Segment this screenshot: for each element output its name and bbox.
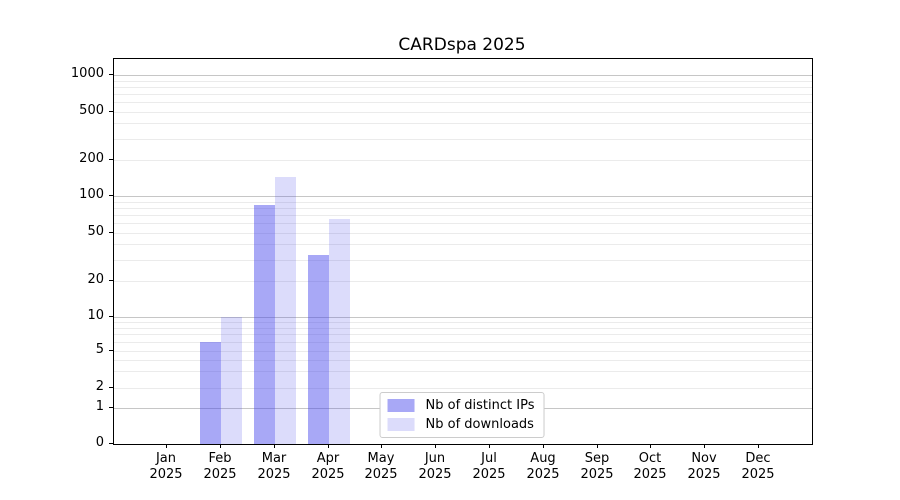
gridline-100 (114, 196, 812, 197)
x-tick-label-nov: Nov 2025 (687, 451, 721, 482)
gridline-200 (114, 160, 812, 161)
y-tick-label-50: 50 (87, 224, 104, 239)
x-tick-label-mar: Mar 2025 (257, 451, 291, 482)
x-tick-label-apr: Apr 2025 (311, 451, 345, 482)
legend-entry-distinct-ips: Nb of distinct IPs (387, 398, 535, 413)
gridline-20 (114, 281, 812, 282)
gridline-600 (114, 102, 812, 103)
gridline-500 (114, 112, 812, 113)
gridline-50 (114, 233, 812, 234)
legend-swatch-distinct-ips (387, 399, 415, 412)
gridline-700 (114, 94, 812, 95)
bar-mar-nb-of-distinct-ips (253, 204, 275, 444)
x-tick-label-jan: Jan 2025 (149, 451, 183, 482)
gridline-40 (114, 244, 812, 245)
x-tick-mar (274, 444, 275, 448)
x-tick-label-jun: Jun 2025 (418, 451, 452, 482)
x-tick-label-feb: Feb 2025 (203, 451, 237, 482)
gridline-9 (114, 322, 812, 323)
y-tick-5 (109, 350, 113, 351)
y-tick-label-2: 2 (95, 379, 104, 394)
bar-mar-nb-of-downloads (274, 176, 296, 444)
x-tick-oct (650, 444, 651, 448)
gridline-6 (114, 342, 812, 343)
y-tick-label-1: 1 (95, 399, 104, 414)
x-tick-label-dec: Dec 2025 (741, 451, 775, 482)
y-tick-0 (109, 443, 113, 444)
y-tick-label-10: 10 (87, 308, 104, 323)
y-tick-50 (109, 232, 113, 233)
y-tick-1 (109, 407, 113, 408)
gridline-3 (114, 371, 812, 372)
x-tick-label-jul: Jul 2025 (472, 451, 506, 482)
legend-entry-downloads: Nb of downloads (387, 417, 535, 432)
y-tick-1000 (109, 74, 113, 75)
legend-label-downloads: Nb of downloads (425, 417, 534, 432)
y-tick-label-20: 20 (87, 272, 104, 287)
x-tick-feb (220, 444, 221, 448)
gridline-2 (114, 388, 812, 389)
gridline-300 (114, 139, 812, 140)
x-tick-label-aug: Aug 2025 (526, 451, 560, 482)
plot-area (113, 58, 813, 445)
y-tick-label-1000: 1000 (70, 66, 104, 81)
bar-apr-nb-of-distinct-ips (307, 254, 329, 444)
gridline-70 (114, 215, 812, 216)
x-tick-jul (489, 444, 490, 448)
x-tick-apr (328, 444, 329, 448)
y-tick-200 (109, 159, 113, 160)
y-tick-label-500: 500 (79, 103, 104, 118)
x-tick-label-oct: Oct 2025 (633, 451, 667, 482)
gridline-80 (114, 208, 812, 209)
x-tick-may (381, 444, 382, 448)
x-tick-aug (543, 444, 544, 448)
y-tick-500 (109, 111, 113, 112)
x-tick-sep (597, 444, 598, 448)
bar-feb-nb-of-downloads (220, 317, 242, 444)
gridline-7 (114, 334, 812, 335)
bar-feb-nb-of-distinct-ips (199, 341, 221, 444)
y-tick-label-5: 5 (95, 342, 104, 357)
legend-label-distinct-ips: Nb of distinct IPs (425, 398, 535, 413)
y-tick-label-200: 200 (79, 151, 104, 166)
x-tick-dec (758, 444, 759, 448)
y-tick-10 (109, 316, 113, 317)
y-tick-2 (109, 387, 113, 388)
gridline-4 (114, 360, 812, 361)
legend: Nb of distinct IPs Nb of downloads (379, 392, 545, 438)
gridline-1000 (114, 75, 812, 76)
gridline-400 (114, 123, 812, 124)
x-tick-label-sep: Sep 2025 (580, 451, 614, 482)
x-tick-jun (435, 444, 436, 448)
gridline-900 (114, 81, 812, 82)
y-tick-20 (109, 280, 113, 281)
gridline-30 (114, 260, 812, 261)
y-tick-100 (109, 195, 113, 196)
x-tick-jan (166, 444, 167, 448)
x-tick-label-may: May 2025 (364, 451, 398, 482)
gridline-90 (114, 202, 812, 203)
gridline-8 (114, 328, 812, 329)
chart-title: CARDspa 2025 (398, 35, 526, 55)
gridline-800 (114, 87, 812, 88)
gridline-5 (114, 351, 812, 352)
gridline-10 (114, 317, 812, 318)
y-tick-label-100: 100 (79, 187, 104, 202)
gridline-60 (114, 223, 812, 224)
bar-apr-nb-of-downloads (328, 219, 350, 444)
legend-swatch-downloads (387, 418, 415, 431)
x-tick-nov (704, 444, 705, 448)
y-tick-label-0: 0 (95, 435, 104, 450)
